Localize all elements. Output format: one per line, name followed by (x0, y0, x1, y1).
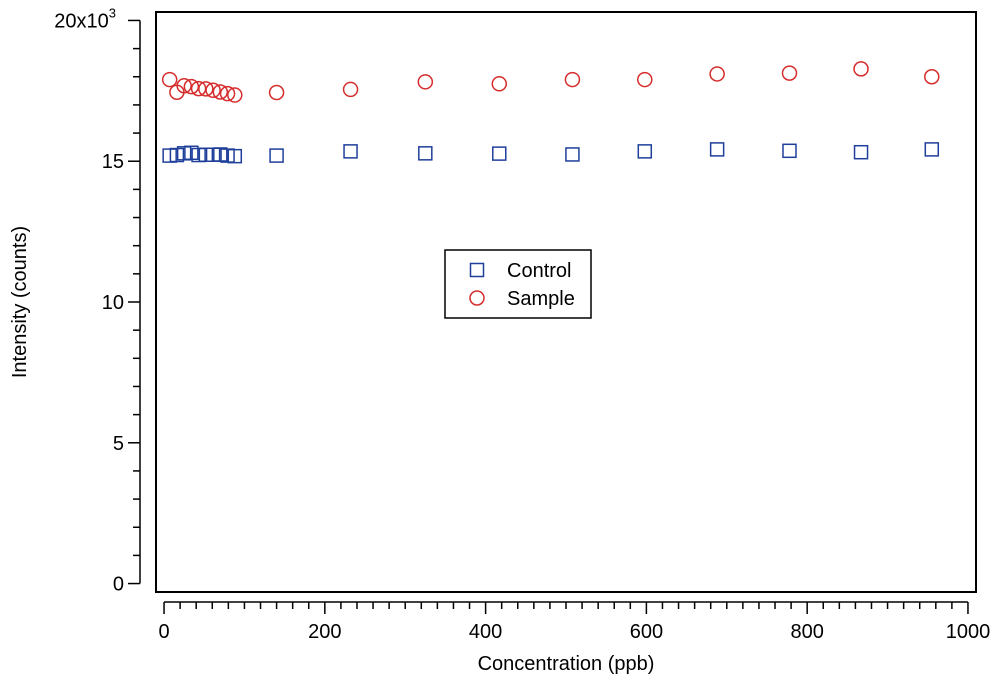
sample-point (781, 65, 798, 81)
control-point (492, 146, 507, 161)
sample-point (417, 74, 434, 90)
control-point (709, 142, 725, 157)
sample-point (183, 78, 200, 95)
control-point (269, 148, 284, 163)
y-tick-exponent: 3 (109, 5, 116, 20)
y-tick-label: 10 (102, 292, 124, 314)
x-tick-label: 600 (630, 621, 663, 643)
sample-point (853, 61, 869, 77)
y-axis-label: Intensity (counts) (9, 226, 31, 378)
x-axis: 0 200 400 600 800 1000 (158, 601, 991, 643)
legend-marker-control (469, 262, 485, 278)
legend-label-control: Control (507, 260, 571, 282)
x-tick-label: 800 (790, 621, 823, 643)
sample-point (342, 81, 359, 98)
control-point (637, 144, 653, 159)
sample-point (564, 71, 581, 88)
y-tick-label: 0 (113, 574, 124, 596)
sample-point (198, 81, 214, 97)
sample-point (924, 69, 940, 85)
control-point (418, 146, 433, 161)
legend: Control Sample (444, 249, 592, 319)
sample-point (219, 85, 236, 102)
sample-point (268, 84, 285, 101)
sample-point (709, 66, 725, 82)
y-axis: 0 5 10 15 20x103 (54, 5, 141, 596)
legend-box (444, 249, 592, 319)
y-tick-label: 5 (113, 433, 124, 455)
control-point (924, 142, 940, 157)
control-point (782, 143, 797, 159)
x-axis-label: Concentration (ppb) (478, 653, 655, 675)
control-point (853, 144, 869, 160)
data-markers (161, 61, 940, 164)
legend-marker-sample (469, 290, 485, 306)
y-tick-label: 20x103 (54, 5, 116, 32)
control-point (343, 144, 358, 159)
sample-point (491, 76, 508, 92)
x-tick-label: 400 (469, 621, 502, 643)
x-tick-label: 1000 (946, 621, 991, 643)
sample-point (205, 82, 221, 99)
sample-point (227, 87, 243, 103)
control-point (227, 148, 243, 164)
sample-point (161, 71, 178, 88)
sample-point (176, 78, 192, 94)
control-point (565, 147, 580, 162)
legend-label-sample: Sample (507, 288, 575, 310)
sample-point (212, 84, 229, 100)
x-tick-label: 0 (158, 621, 169, 643)
x-tick-label: 200 (308, 621, 341, 643)
sample-point (637, 71, 653, 88)
y-tick-label: 15 (102, 151, 124, 173)
plot-area (155, 11, 977, 593)
